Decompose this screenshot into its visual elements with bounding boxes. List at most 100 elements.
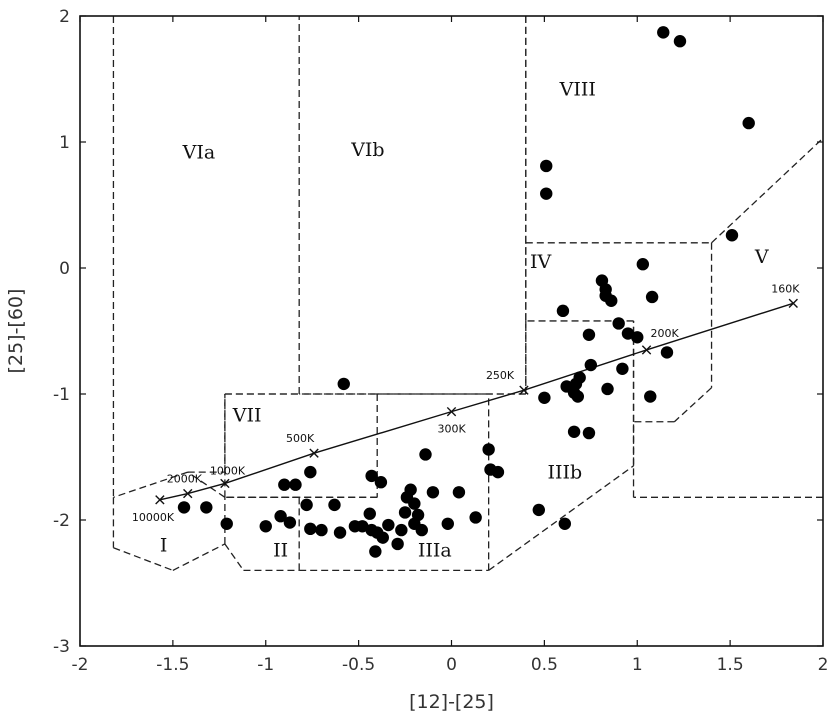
y-tick-label: -2 [53,511,70,531]
curve-marker-250K [519,385,529,395]
data-point [601,382,614,396]
data-point [636,258,650,271]
region-label-via: VIa [182,141,216,163]
data-point [538,391,551,404]
data-point [376,531,389,544]
data-point [571,390,585,403]
x-tick-label: 0 [446,655,457,675]
region-label-ii: II [273,540,288,562]
data-point [365,469,378,483]
region-boundary-v [711,137,824,244]
data-point [274,510,287,523]
x-tick-label: -0.5 [342,655,375,675]
data-point [315,523,328,537]
temperature-label: 200K [651,327,680,340]
region-label-v: V [754,246,769,268]
x-tick-label: 1.5 [717,655,744,675]
data-point [283,516,297,529]
x-marker-stroke [446,406,457,417]
data-point [469,511,482,524]
temperature-label: 250K [486,369,515,382]
x-marker-stroke [788,298,798,308]
data-point [398,506,412,519]
data-point [411,508,425,522]
x-tick-label: 0.5 [531,655,558,675]
y-tick-label: 0 [59,259,70,279]
data-point [259,520,272,533]
data-point [304,465,317,479]
x-tick-label: 1 [632,655,643,675]
temperature-label: 500K [286,432,315,445]
data-point [582,426,596,440]
data-point [482,443,495,456]
x-tick-label: -1 [257,655,274,675]
temperature-label: 2000K [167,473,203,486]
data-point [177,501,191,514]
temperature-label: 160K [771,282,800,295]
x-tick-label: -1.5 [156,655,189,675]
data-point [328,498,341,512]
data-point [200,501,213,514]
y-tick-label: -1 [53,385,70,405]
region-label-iv: IV [530,251,552,273]
data-point [278,478,291,491]
region-label-vii: VII [232,405,262,427]
data-point [300,498,313,512]
region-label-iiia: IIIa [418,540,452,562]
data-point [337,377,350,391]
temperature-labels: 10000K 2000K 1000K 500K 300K 250K 200K 160K [132,282,800,524]
curve-marker-300K [446,406,457,417]
data-point [540,187,553,200]
region-label-iiib: IIIb [547,461,582,483]
region-boundary-i [187,471,226,498]
x-marker-stroke [641,345,652,355]
data-point [657,26,670,39]
y-tick-label: -3 [53,637,70,657]
data-point [644,390,657,403]
data-point [391,537,404,551]
region-label-vib: VIb [350,139,384,161]
x-tick-label: -2 [72,655,89,675]
data-point [725,229,739,242]
data-point [567,425,581,438]
data-point [452,486,466,499]
data-point [605,294,618,307]
temperature-label: 1000K [210,464,246,477]
x-marker-stroke [519,385,529,395]
data-point [612,317,625,330]
data-point [304,522,317,536]
data-point [363,507,376,520]
data-point [584,358,598,372]
y-tick-label: 2 [59,7,70,27]
data-point [582,328,596,341]
curve-marker-1000K [220,478,230,489]
x-marker-stroke [155,495,165,505]
curve-marker-2000K [183,488,193,499]
data-point [441,517,454,530]
data-point [556,304,570,318]
temperature-label: 10000K [132,511,175,524]
data-point [374,476,388,489]
y-axis-label: [25]-[60] [5,289,27,374]
data-point [426,486,440,499]
data-point [289,478,302,491]
data-point [491,465,505,479]
data-points [177,26,755,558]
data-point [532,503,546,517]
region-boundary-i [113,471,188,498]
region-boundary-ii [224,543,244,571]
region-label-i: I [160,535,168,557]
y-axis: -3 -2 -1 0 1 2 [53,7,823,657]
x-marker-stroke [220,478,230,489]
blackbody-curve [155,298,798,505]
data-point [382,518,395,532]
curve-marker-10000K [155,495,165,505]
data-point [408,497,421,510]
x-marker-stroke [183,488,193,499]
curve-marker-200K [641,345,652,355]
data-point [660,346,674,359]
data-point [742,116,755,130]
temperature-label: 300K [438,423,467,436]
